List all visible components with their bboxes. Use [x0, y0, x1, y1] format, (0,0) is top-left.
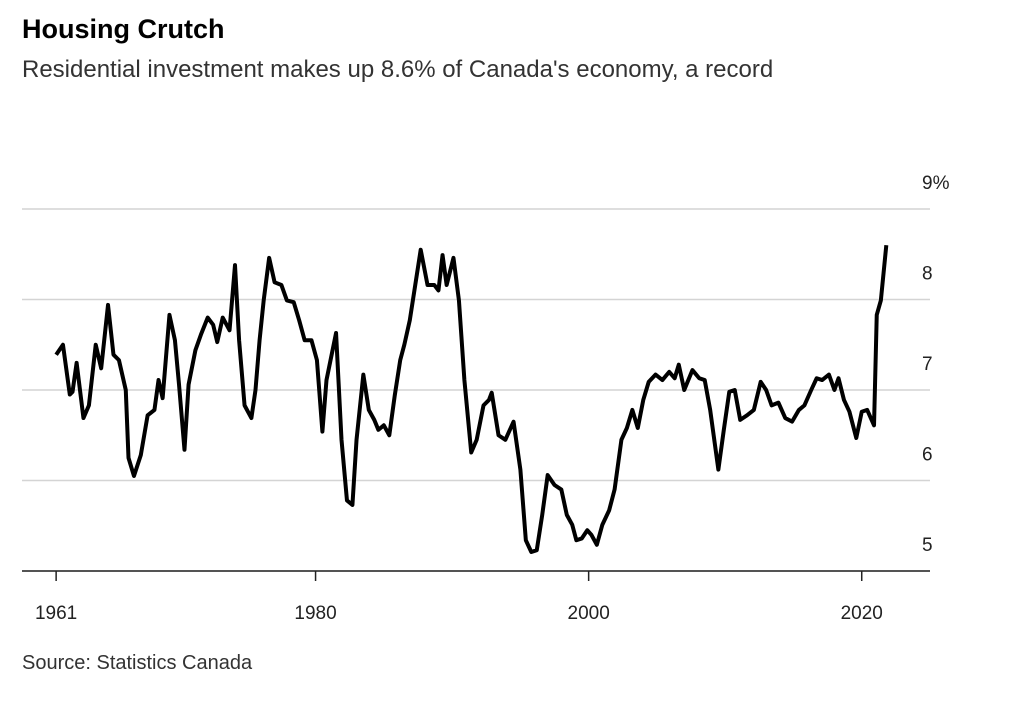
- x-tick-label: 1961: [35, 603, 77, 624]
- x-tick-label: 2000: [568, 603, 610, 624]
- chart-title: Housing Crutch: [22, 14, 225, 44]
- y-tick-label: 9%: [922, 173, 950, 194]
- y-tick-label: 7: [922, 354, 933, 375]
- y-tick-label: 5: [922, 535, 933, 556]
- chart-subtitle: Residential investment makes up 8.6% of …: [22, 56, 774, 83]
- y-tick-label: 8: [922, 264, 933, 285]
- y-tick-label: 6: [922, 445, 933, 466]
- x-tick-label: 2020: [841, 603, 883, 624]
- x-tick-label: 1980: [294, 603, 336, 624]
- source-note: Source: Statistics Canada: [22, 652, 253, 674]
- data-line: [54, 245, 889, 554]
